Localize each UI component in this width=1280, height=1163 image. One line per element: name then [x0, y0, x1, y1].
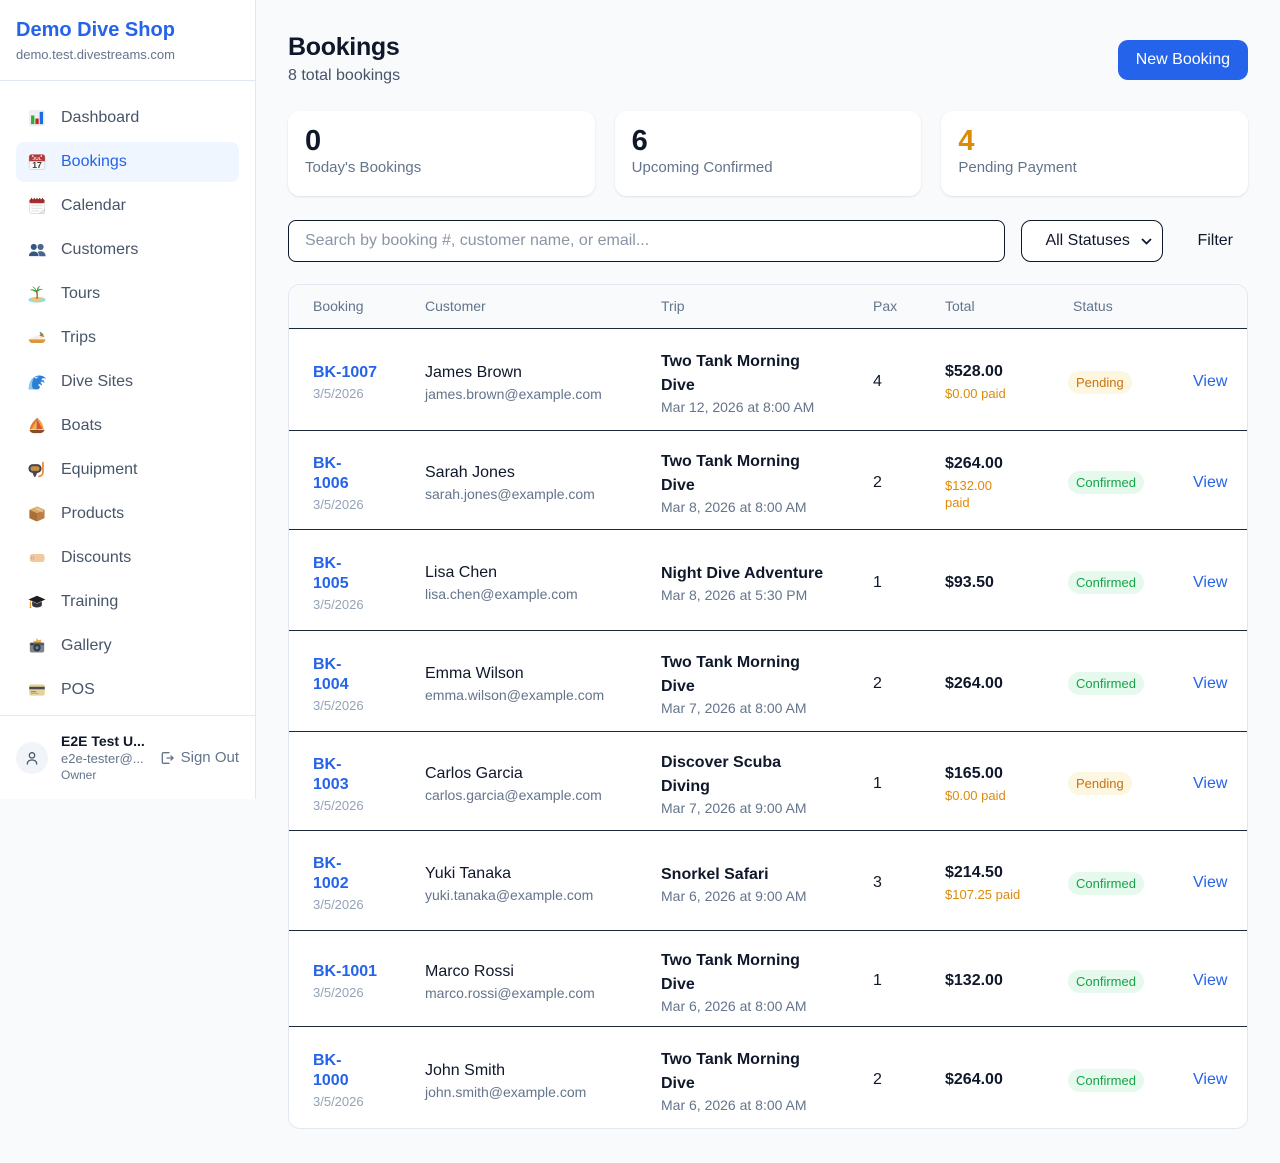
- svg-text:17: 17: [32, 160, 42, 170]
- svg-text:JUL: JUL: [32, 156, 41, 162]
